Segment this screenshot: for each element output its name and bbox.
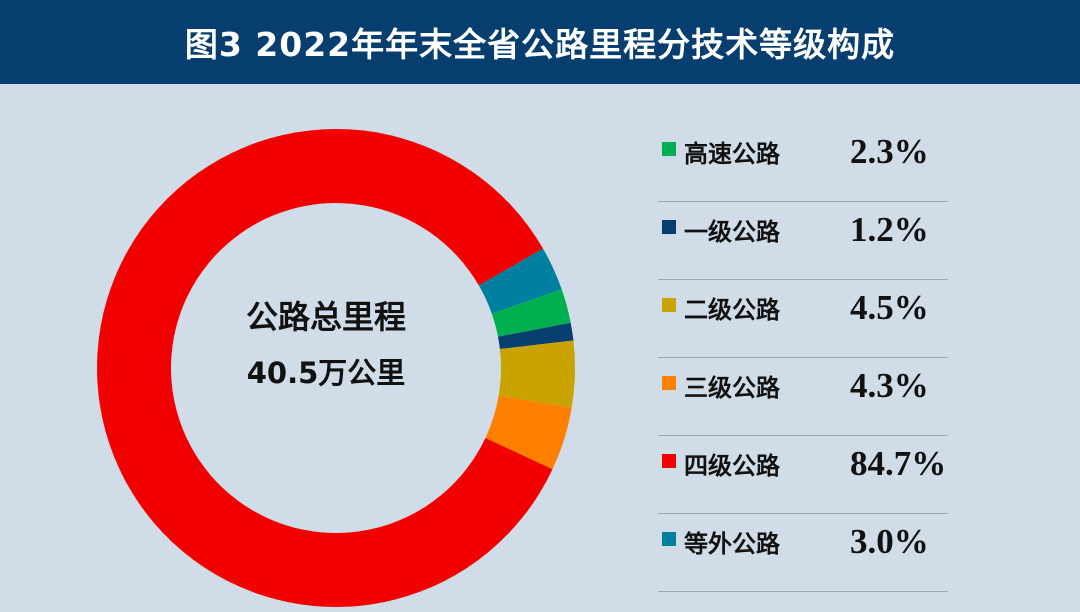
legend-item-class2: 二级公路 4.5% — [658, 280, 948, 358]
donut-chart — [96, 128, 575, 607]
legend-label: 高速公路 — [684, 140, 780, 168]
donut-slice-1 — [498, 322, 574, 350]
legend-swatch — [662, 454, 676, 468]
chart-header: 图3 2022年年末全省公路里程分技术等级构成 — [0, 0, 1080, 84]
legend-swatch — [662, 220, 676, 234]
legend-label: 一级公路 — [684, 218, 780, 246]
legend-item-highway: 高速公路 2.3% — [658, 124, 948, 202]
legend-value: 4.3% — [850, 366, 929, 405]
chart-title: 图3 2022年年末全省公路里程分技术等级构成 — [184, 25, 896, 64]
legend-swatch — [662, 376, 676, 390]
legend-swatch — [662, 142, 676, 156]
legend-value: 84.7% — [850, 444, 947, 483]
legend-value: 1.2% — [850, 210, 929, 249]
legend-swatch — [662, 532, 676, 546]
legend-item-substandard: 等外公路 3.0% — [658, 514, 948, 592]
donut-slice-3 — [485, 395, 572, 470]
legend: 高速公路 2.3% 一级公路 1.2% 二级公路 4.5% 三级公路 4.3% … — [658, 124, 948, 592]
legend-label: 二级公路 — [684, 296, 780, 324]
legend-value: 4.5% — [850, 288, 929, 327]
legend-item-class4: 四级公路 84.7% — [658, 436, 948, 514]
legend-value: 2.3% — [850, 132, 929, 171]
donut-slice-5 — [478, 248, 562, 314]
legend-label: 等外公路 — [684, 530, 780, 558]
donut-slice-4 — [96, 128, 553, 607]
center-value: 40.5万公里 — [246, 356, 406, 390]
legend-label: 四级公路 — [684, 452, 780, 480]
legend-item-class3: 三级公路 4.3% — [658, 358, 948, 436]
legend-item-class1: 一级公路 1.2% — [658, 202, 948, 280]
donut-slice-0 — [491, 289, 571, 337]
donut-slice-2 — [498, 340, 575, 408]
center-title: 公路总里程 — [245, 298, 406, 336]
legend-swatch — [662, 298, 676, 312]
legend-value: 3.0% — [850, 522, 929, 561]
legend-label: 三级公路 — [684, 374, 780, 402]
